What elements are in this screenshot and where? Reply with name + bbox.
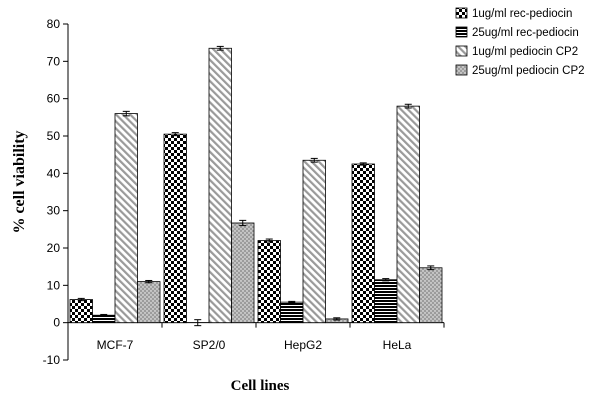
bar — [231, 222, 255, 324]
error-bar — [239, 219, 247, 227]
x-tick-label: HeLa — [383, 338, 412, 352]
bar — [137, 281, 161, 324]
legend-item: 25ug/ml rec-pediocin — [455, 26, 579, 39]
bar — [302, 159, 326, 324]
legend-label: 1ug/ml rec-pediocin — [472, 8, 572, 20]
y-tick-label: 50 — [47, 129, 61, 143]
legend: 1ug/ml rec-pediocin 25ug/ml rec-pediocin 1… — [455, 7, 585, 77]
error-bar — [427, 265, 435, 271]
y-tick-label: 70 — [47, 54, 61, 68]
error-bar — [194, 319, 202, 327]
error-bar — [288, 300, 296, 304]
legend-swatch — [455, 7, 468, 19]
legend-item: 1ug/ml rec-pediocin — [455, 7, 572, 20]
y-tick-label: 0 — [53, 316, 60, 330]
y-tick-label: 60 — [47, 92, 61, 106]
error-bar — [382, 278, 390, 282]
error-bar — [216, 45, 224, 51]
error-bar — [145, 279, 153, 284]
y-tick-label: 30 — [47, 204, 61, 218]
error-bar — [122, 110, 130, 117]
bar — [374, 279, 398, 324]
x-axis-title: Cell lines — [231, 378, 290, 394]
error-bar — [359, 162, 367, 166]
legend-label: 25ug/ml pediocin CP2 — [472, 65, 585, 77]
y-tick-label: -10 — [43, 353, 61, 367]
error-bar — [77, 297, 85, 302]
bar — [419, 267, 443, 324]
bars — [69, 45, 443, 327]
error-bar — [171, 132, 179, 137]
y-tick-label: 80 — [47, 17, 61, 31]
legend-item: 25ug/ml pediocin CP2 — [455, 64, 585, 77]
bar — [208, 47, 232, 324]
bar — [163, 133, 187, 324]
error-bar — [404, 103, 412, 109]
bar — [280, 301, 304, 324]
bar — [257, 240, 281, 324]
bar — [114, 113, 138, 324]
legend-label: 25ug/ml rec-pediocin — [472, 27, 579, 39]
bar — [69, 299, 93, 324]
error-bar — [265, 238, 273, 243]
legend-label: 1ug/ml pediocin CP2 — [472, 46, 578, 58]
y-axis-title: % cell viability — [11, 130, 28, 233]
y-tick-label: 40 — [47, 166, 61, 180]
x-tick-label: HepG2 — [284, 338, 322, 352]
y-tick-label: 10 — [47, 278, 61, 292]
bar — [396, 105, 420, 324]
error-bar — [100, 313, 108, 317]
legend-swatch — [455, 45, 468, 57]
y-tick-label: 20 — [47, 241, 61, 255]
bar — [351, 163, 375, 324]
error-bar — [333, 317, 341, 321]
x-tick-label: SP2/0 — [193, 338, 226, 352]
axis-labels: -10 0 10 20 30 40 50 60 70 80 MCF-7 SP2/0 HepG2 HeLa C… — [11, 17, 412, 394]
x-tick-label: MCF-7 — [97, 338, 134, 352]
error-bar — [310, 157, 318, 163]
legend-item: 1ug/ml pediocin CP2 — [455, 45, 578, 58]
legend-swatch — [455, 26, 468, 38]
legend-swatch — [455, 64, 468, 76]
